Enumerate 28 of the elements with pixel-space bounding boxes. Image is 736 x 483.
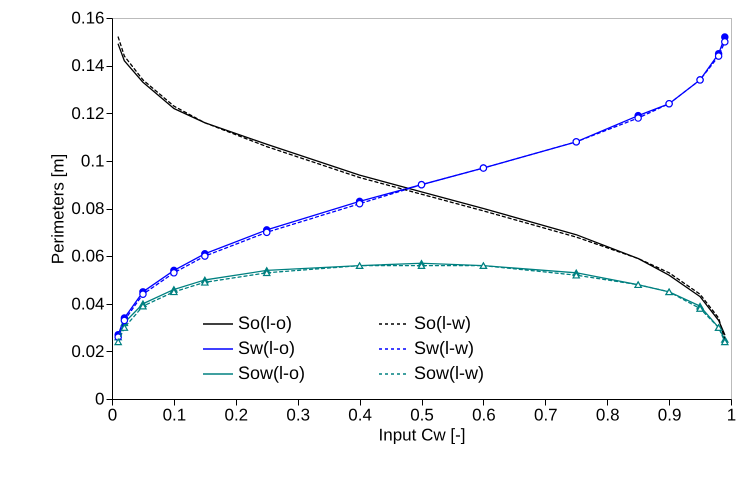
x-tick-label: 0.6 (472, 406, 496, 424)
x-axis-title: Input Cw [-] (378, 426, 466, 444)
y-tick-label: 0 (95, 390, 104, 408)
y-axis-title: Perimeters [m] (48, 154, 68, 264)
x-tick-label: 0.4 (348, 406, 372, 424)
y-tick-label: 0.06 (71, 246, 104, 266)
y-tick-label: 0.12 (71, 104, 104, 123)
x-tick-label: 1 (726, 406, 736, 424)
x-tick-label: 0.2 (224, 406, 248, 424)
legend-label: Sow(l-w) (414, 363, 484, 383)
legend-label: Sw(l-w) (414, 338, 474, 358)
y-tick-label: 0.08 (71, 199, 104, 218)
legend-label: Sw(l-o) (238, 338, 295, 358)
y-tick-label: 0.1 (80, 151, 104, 170)
legend-label: So(l-o) (238, 313, 292, 333)
y-tick-label: 0.02 (71, 342, 104, 361)
legend-label: Sow(l-o) (238, 363, 306, 383)
x-tick-label: 0.1 (162, 406, 186, 424)
y-tick-label: 0.16 (71, 8, 104, 28)
x-tick-label: 0.8 (596, 406, 620, 424)
y-tick-label: 0.14 (71, 56, 104, 76)
x-tick-label: 0.9 (658, 406, 682, 424)
x-tick-label: 0.5 (410, 406, 434, 424)
x-tick-label: 0.7 (534, 406, 558, 424)
x-tick-label: 0.3 (286, 406, 310, 424)
x-tick-label: 0 (108, 406, 118, 424)
y-tick-label: 0.04 (71, 294, 104, 314)
legend-label: So(l-w) (414, 313, 471, 333)
